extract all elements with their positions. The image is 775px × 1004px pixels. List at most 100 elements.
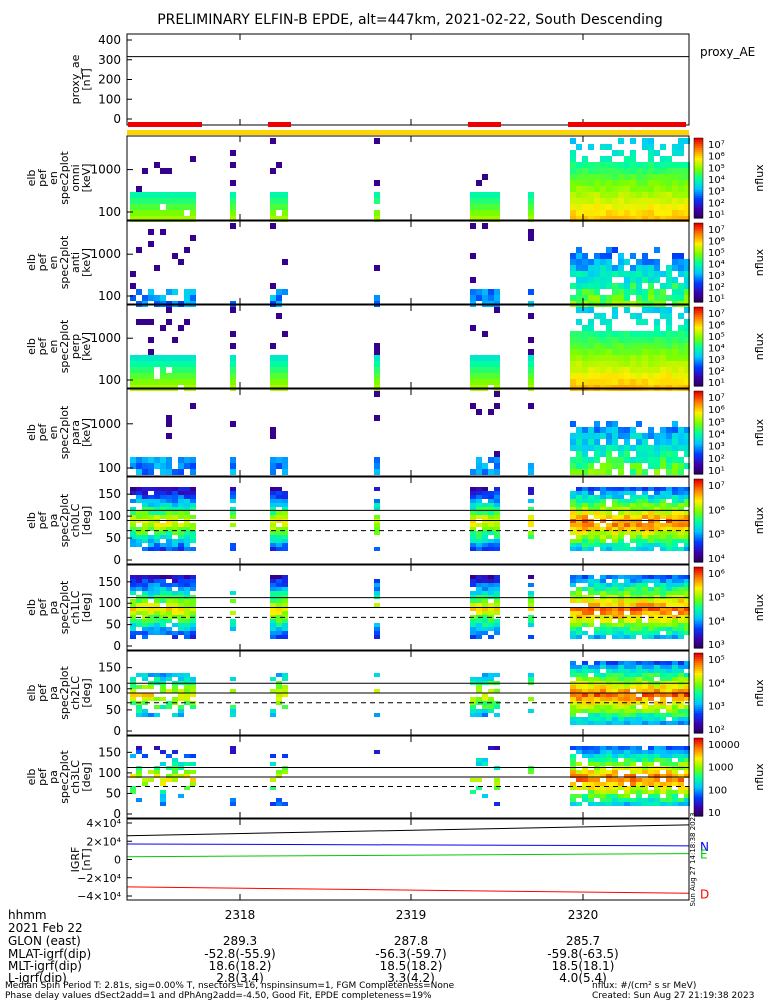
heatmap-cell bbox=[476, 289, 482, 295]
heatmap-cell bbox=[588, 754, 594, 758]
heatmap-cell bbox=[136, 319, 142, 325]
heatmap-cell bbox=[636, 421, 642, 427]
heatmap-cell bbox=[660, 283, 666, 289]
heatmap-cell bbox=[606, 162, 612, 168]
heatmap-cell bbox=[154, 770, 160, 774]
heatmap-cell bbox=[166, 499, 172, 503]
heatmap-cell bbox=[482, 507, 488, 511]
heatmap-cell bbox=[476, 503, 482, 507]
heatmap-cell bbox=[654, 583, 660, 587]
heatmap-cell bbox=[576, 499, 582, 503]
heatmap-cell bbox=[618, 778, 624, 782]
heatmap-cell bbox=[642, 515, 648, 519]
heatmap-cell bbox=[612, 539, 618, 543]
heatmap-cell bbox=[684, 575, 690, 579]
heatmap-cell bbox=[636, 770, 642, 774]
ytick-label: 50 bbox=[106, 531, 121, 545]
heatmap-cell bbox=[282, 367, 288, 373]
heatmap-cell bbox=[636, 439, 642, 445]
heatmap-cell bbox=[130, 361, 136, 367]
heatmap-cell bbox=[618, 499, 624, 503]
colorbar-segment bbox=[694, 420, 703, 423]
colorbar-segment bbox=[694, 372, 703, 375]
heatmap-cell bbox=[624, 439, 630, 445]
heatmap-cell bbox=[606, 661, 612, 665]
heatmap-cell bbox=[666, 539, 672, 543]
heatmap-cell bbox=[178, 463, 184, 469]
heatmap-cell bbox=[374, 367, 380, 373]
heatmap-cell bbox=[600, 579, 606, 583]
heatmap-cell bbox=[588, 433, 594, 439]
heatmap-cell bbox=[276, 673, 282, 677]
heatmap-cell bbox=[642, 782, 648, 786]
heatmap-cell bbox=[270, 627, 276, 631]
heatmap-cell bbox=[588, 778, 594, 782]
heatmap-cell bbox=[230, 750, 236, 754]
heatmap-cell bbox=[606, 495, 612, 499]
heatmap-cell bbox=[494, 527, 500, 531]
heatmap-cell bbox=[684, 770, 690, 774]
colorbar-segment bbox=[694, 669, 703, 672]
colorbar-segment bbox=[694, 350, 703, 354]
heatmap-cell bbox=[606, 762, 612, 766]
colorbar-tick-label: 10⁵ bbox=[708, 332, 725, 343]
colorbar-tick-label: 10¹ bbox=[708, 466, 725, 477]
heatmap-cell bbox=[588, 445, 594, 451]
heatmap-cell bbox=[148, 627, 154, 631]
heatmap-cell bbox=[576, 495, 582, 499]
heatmap-cell bbox=[190, 539, 196, 543]
heatmap-cell bbox=[654, 168, 660, 174]
heatmap-cell bbox=[600, 427, 606, 433]
heatmap-cell bbox=[594, 379, 600, 385]
heatmap-cell bbox=[570, 531, 576, 535]
heatmap-cell bbox=[672, 355, 678, 361]
heatmap-cell bbox=[588, 491, 594, 495]
heatmap-cell bbox=[576, 635, 582, 639]
heatmap-cell bbox=[654, 631, 660, 635]
heatmap-cell bbox=[470, 355, 476, 361]
heatmap-cell bbox=[576, 693, 582, 697]
heatmap-cell bbox=[666, 204, 672, 210]
heatmap-cell bbox=[374, 531, 380, 535]
heatmap-cell bbox=[660, 343, 666, 349]
heatmap-cell bbox=[276, 575, 282, 579]
heatmap-cell bbox=[184, 579, 190, 583]
heatmap-cell bbox=[672, 168, 678, 174]
heatmap-cell bbox=[494, 403, 500, 409]
heatmap-cell bbox=[588, 349, 594, 355]
heatmap-cell bbox=[678, 603, 684, 607]
colorbar-segment bbox=[694, 170, 703, 173]
heatmap-cell bbox=[270, 631, 276, 635]
heatmap-cell bbox=[270, 295, 276, 301]
heatmap-cell bbox=[582, 575, 588, 579]
colorbar-segment bbox=[694, 763, 703, 766]
heatmap-cell bbox=[476, 697, 482, 701]
heatmap-cell bbox=[648, 168, 654, 174]
heatmap-cell bbox=[666, 487, 672, 491]
heatmap-cell bbox=[678, 511, 684, 515]
heatmap-cell bbox=[172, 778, 178, 782]
panel-ylabel: omni bbox=[69, 164, 82, 191]
heatmap-cell bbox=[666, 515, 672, 519]
heatmap-cell bbox=[612, 491, 618, 495]
colorbar-segment bbox=[694, 593, 703, 596]
heatmap-cell bbox=[142, 587, 148, 591]
heatmap-cell bbox=[230, 355, 236, 361]
heatmap-cell bbox=[642, 754, 648, 758]
heatmap-cell bbox=[678, 693, 684, 697]
heatmap-cell bbox=[582, 782, 588, 786]
heatmap-cell bbox=[606, 337, 612, 343]
heatmap-cell bbox=[612, 697, 618, 701]
heatmap-cell bbox=[588, 499, 594, 503]
colorbar-tick-label: 10⁶ bbox=[708, 569, 725, 580]
heatmap-cell bbox=[642, 770, 648, 774]
heatmap-cell bbox=[624, 677, 630, 681]
heatmap-cell bbox=[136, 487, 142, 491]
heatmap-cell bbox=[666, 623, 672, 627]
heatmap-cell bbox=[612, 271, 618, 277]
heatmap-cell bbox=[630, 790, 636, 794]
heatmap-cell bbox=[642, 367, 648, 373]
heatmap-cell bbox=[666, 331, 672, 337]
heatmap-cell bbox=[618, 253, 624, 259]
